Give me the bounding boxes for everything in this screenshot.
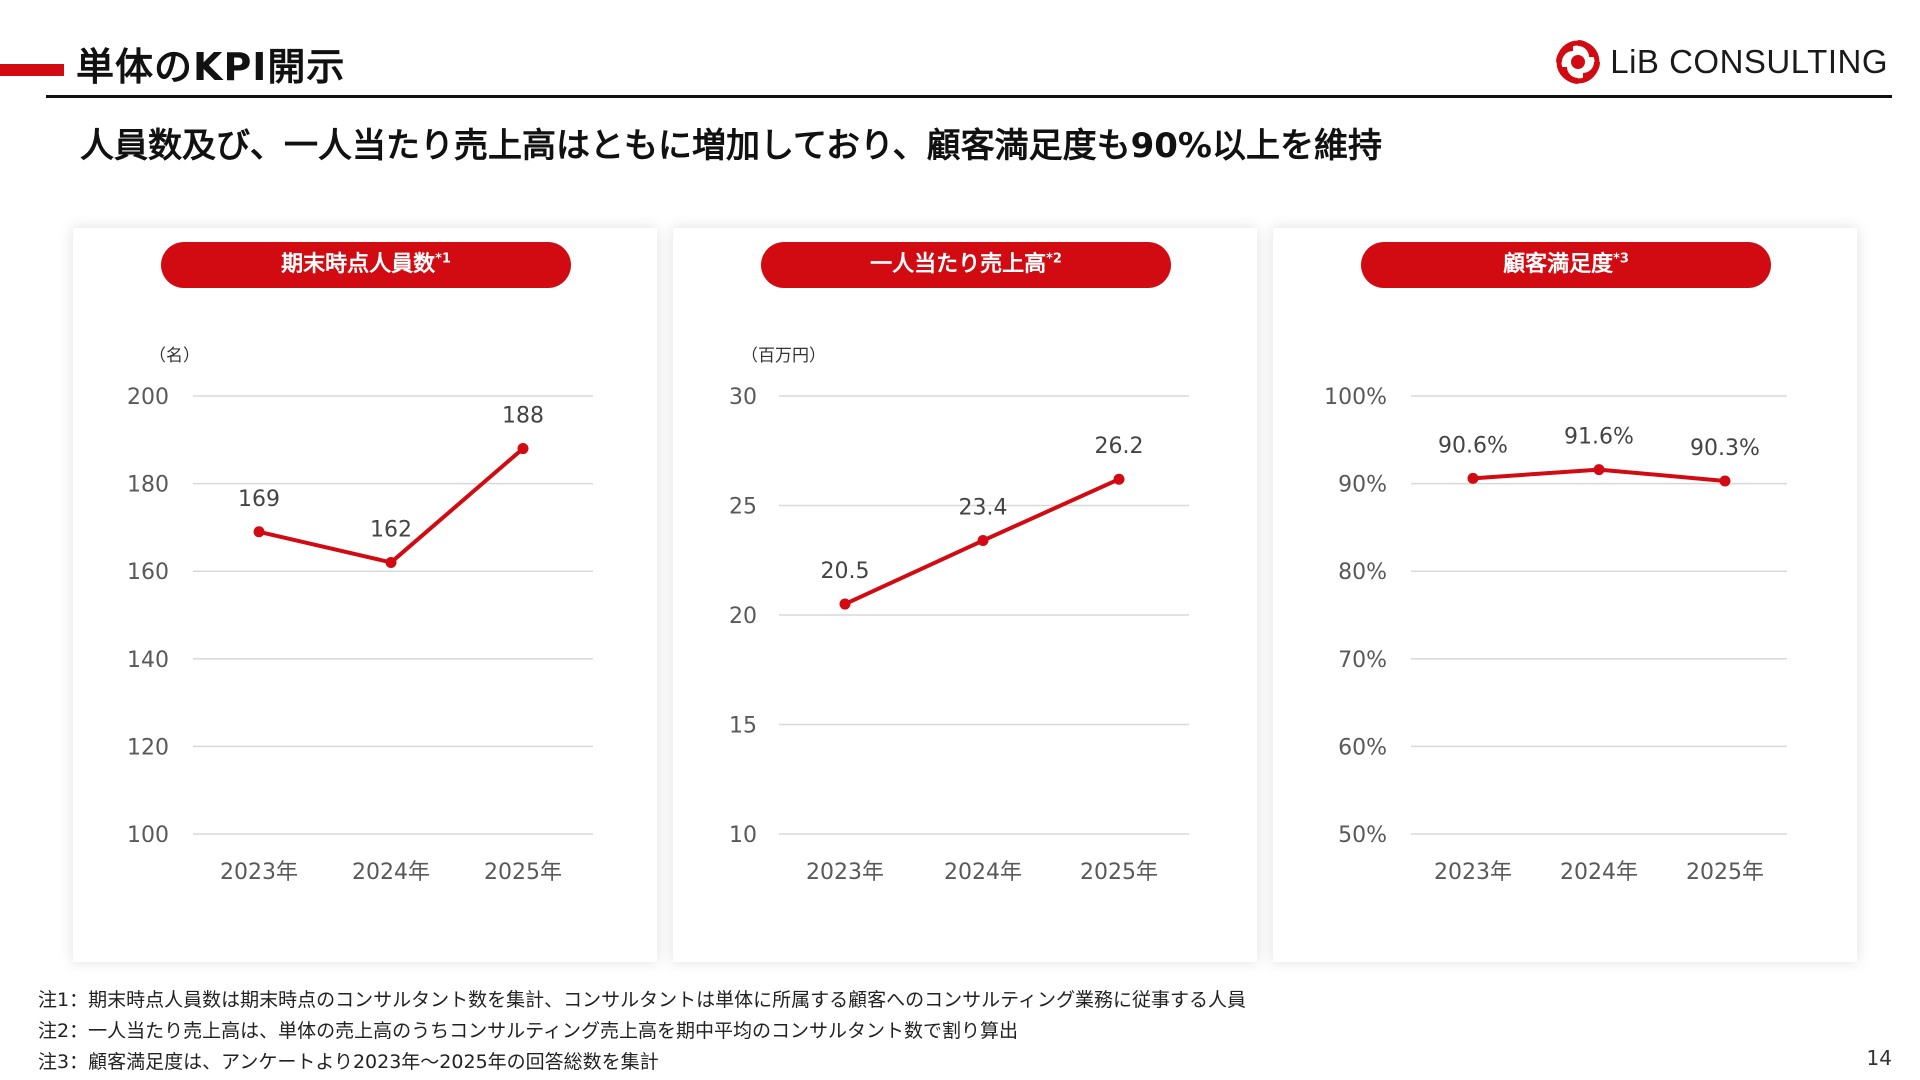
data-label: 162 [370, 517, 412, 542]
page-title: 単体のKPI開示 [76, 45, 346, 89]
x-tick-label: 2024年 [352, 860, 430, 885]
revenue-per-person-chart: （百万円） 10 15 20 25 30 2023年 2024年 2025年 20.5 23.4 26… [729, 346, 1189, 885]
unit-label: （名） [149, 346, 200, 366]
y-tick-label: 25 [729, 495, 757, 520]
headcount-title-note: *1 [435, 251, 451, 267]
customer-satisfaction-chart: 50% 60% 70% 80% 90% 100% 2023年 2024年 2025年 90.6% 9… [1324, 385, 1787, 885]
data-point [1113, 473, 1125, 485]
y-tick-label: 30 [729, 385, 757, 410]
title-accent-bar [0, 64, 64, 76]
y-tick-label: 80% [1338, 560, 1387, 585]
headcount-chart: （名） 100 120 140 160 180 200 2023年 2024年 2025年 169 1… [127, 346, 593, 885]
revenue-per-person-badge: 一人当たり売上高*2 [761, 242, 1171, 288]
data-point [1719, 475, 1731, 487]
y-tick-label: 140 [127, 648, 169, 673]
y-tick-label: 200 [127, 385, 169, 410]
data-point [839, 598, 851, 610]
x-tick-label: 2023年 [806, 860, 884, 885]
data-point [977, 535, 989, 547]
x-tick-label: 2025年 [1080, 860, 1158, 885]
revenue-per-person-panel: 一人当たり売上高*2 （百万円） 10 15 20 25 30 2023年 2024年 2025… [673, 228, 1257, 962]
y-tick-label: 100% [1324, 385, 1387, 410]
data-point [385, 556, 397, 568]
x-tick-label: 2023年 [220, 860, 298, 885]
company-logo: LiB CONSULTING [1554, 38, 1888, 86]
title-divider [46, 95, 1892, 98]
headline: 人員数及び、一人当たり売上高はともに増加しており、顧客満足度も90%以上を維持 [80, 126, 1382, 166]
headcount-badge: 期末時点人員数*1 [161, 242, 571, 288]
data-point [253, 526, 265, 538]
revenue-per-person-title: 一人当たり売上高 [870, 252, 1047, 277]
x-tick-label: 2025年 [484, 860, 562, 885]
y-tick-label: 160 [127, 560, 169, 585]
logo-swirl-icon [1556, 40, 1601, 84]
y-tick-label: 50% [1338, 823, 1387, 848]
data-label: 26.2 [1095, 434, 1144, 459]
footnotes: 注1：期末時点人員数は期末時点のコンサルタント数を集計、コンサルタントは単体に所… [38, 985, 1246, 1078]
headcount-title: 期末時点人員数 [281, 252, 436, 277]
data-label: 188 [502, 404, 544, 429]
footnote-3: 注3：顧客満足度は、アンケートより2023年～2025年の回答総数を集計 [38, 1051, 659, 1073]
x-tick-label: 2024年 [1560, 860, 1638, 885]
logo-text: LiB CONSULTING [1610, 43, 1888, 80]
y-tick-label: 15 [729, 714, 757, 739]
footnote-2: 注2：一人当たり売上高は、単体の売上高のうちコンサルティング売上高を期中平均のコ… [38, 1020, 1018, 1042]
customer-satisfaction-panel: 顧客満足度*3 50% 60% 70% 80% 90% 100% 2023年 2024年 202… [1273, 228, 1857, 962]
data-point [517, 443, 529, 455]
x-tick-label: 2025年 [1686, 860, 1764, 885]
data-label: 169 [238, 487, 280, 512]
y-tick-label: 100 [127, 823, 169, 848]
y-tick-label: 120 [127, 735, 169, 760]
data-label: 90.3% [1690, 436, 1760, 461]
data-point [1467, 472, 1479, 484]
customer-satisfaction-badge: 顧客満足度*3 [1361, 242, 1771, 288]
headcount-panel: 期末時点人員数*1 （名） 100 120 140 160 180 200 2023年 2024… [73, 228, 657, 962]
x-tick-label: 2023年 [1434, 860, 1512, 885]
y-tick-label: 10 [729, 823, 757, 848]
data-label: 91.6% [1564, 425, 1634, 450]
y-tick-label: 70% [1338, 648, 1387, 673]
unit-label: （百万円） [741, 346, 826, 366]
page-number: 14 [1866, 1046, 1892, 1070]
series-line [258, 447, 525, 565]
y-tick-label: 180 [127, 473, 169, 498]
data-label: 20.5 [821, 559, 870, 584]
data-label: 23.4 [959, 496, 1008, 521]
y-tick-label: 90% [1338, 473, 1387, 498]
x-tick-label: 2024年 [944, 860, 1022, 885]
footnote-1: 注1：期末時点人員数は期末時点のコンサルタント数を集計、コンサルタントは単体に所… [38, 989, 1246, 1011]
data-point [1593, 464, 1605, 476]
data-label: 90.6% [1438, 433, 1508, 458]
customer-satisfaction-title: 顧客満足度 [1503, 252, 1614, 277]
y-tick-label: 60% [1338, 735, 1387, 760]
customer-satisfaction-title-note: *3 [1613, 251, 1629, 267]
revenue-per-person-title-note: *2 [1046, 251, 1062, 267]
y-tick-label: 20 [729, 604, 757, 629]
